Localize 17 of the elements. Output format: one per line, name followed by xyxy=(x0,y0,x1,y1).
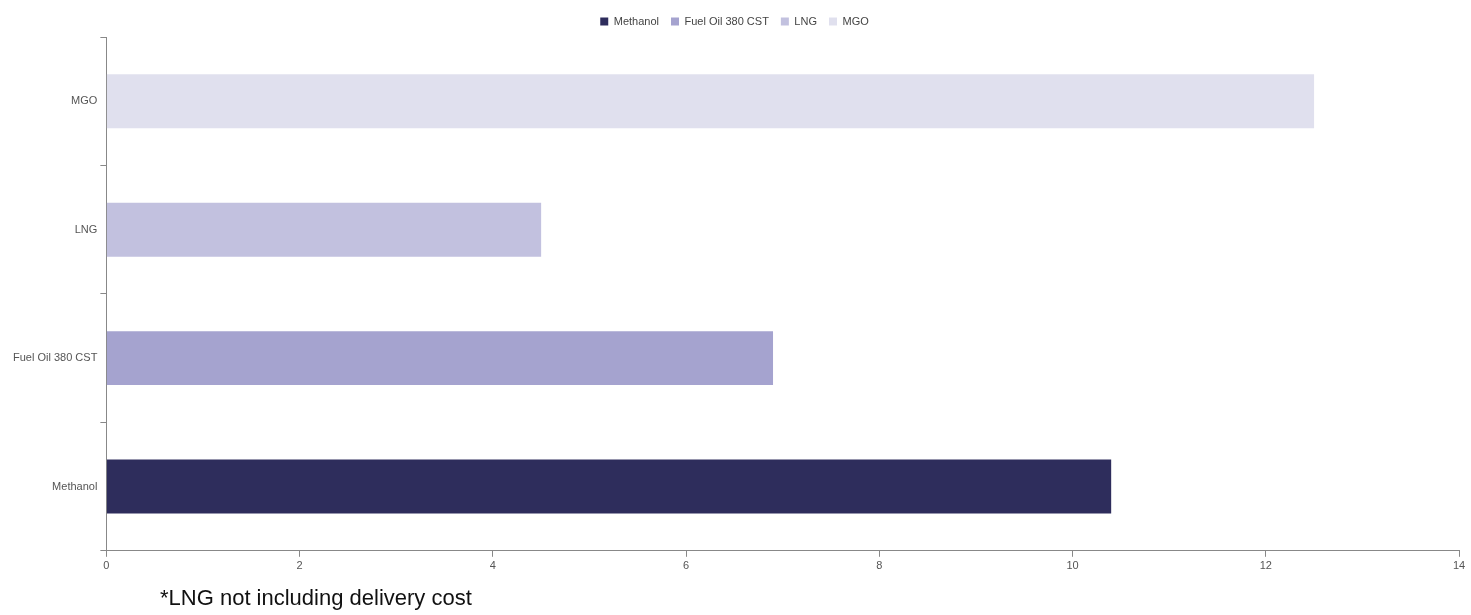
x-tick-label: 6 xyxy=(683,559,690,572)
x-tick-label: 2 xyxy=(296,559,303,572)
x-tick-label: 8 xyxy=(876,559,883,572)
x-tick-label: 4 xyxy=(489,559,496,572)
x-tick-label: 12 xyxy=(1259,559,1272,572)
y-tick-label: Methanol xyxy=(52,479,98,492)
legend-label: LNG xyxy=(794,14,817,27)
y-tick-label: MGO xyxy=(71,94,98,107)
text: *LNG not including delivery cost xyxy=(160,585,472,611)
y-tick-label: LNG xyxy=(74,222,98,235)
x-tick-label: 10 xyxy=(1066,559,1079,572)
y-tick-label: Fuel Oil 380 CST xyxy=(12,351,98,364)
legend-label: MGO xyxy=(842,14,870,27)
x-tick-label: 14 xyxy=(1452,559,1466,572)
legend-label: Methanol xyxy=(613,14,660,27)
x-tick-label: 0 xyxy=(103,559,110,572)
legend-label: Fuel Oil 380 CST xyxy=(684,14,770,27)
